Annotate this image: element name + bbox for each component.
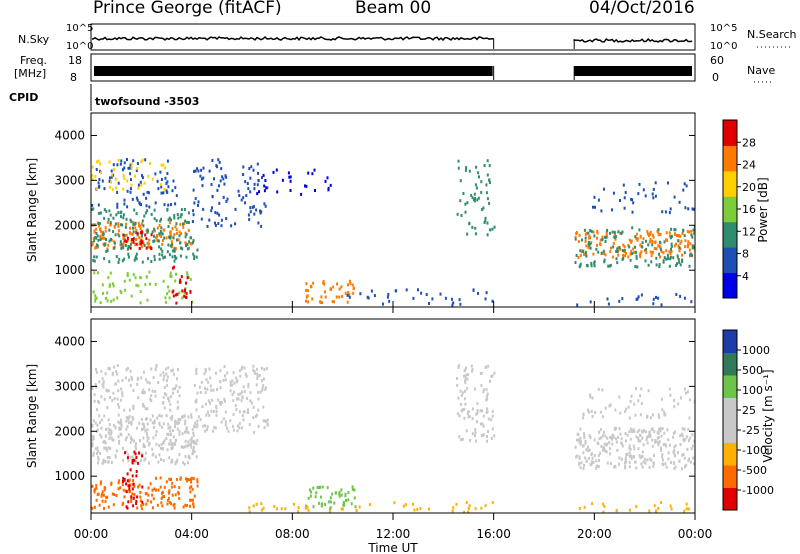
- ytick-label: 1000: [54, 263, 85, 277]
- colorbar-tick: 24: [742, 159, 756, 172]
- time-axis-label: Time UT: [367, 541, 418, 554]
- power-blob-night-upper: [592, 181, 695, 215]
- power-blob-main: [91, 220, 193, 251]
- ytick-label: 3000: [54, 379, 85, 393]
- xtick-label: 00:00: [74, 527, 109, 541]
- vel-blob-grey-night-upper: [582, 387, 695, 420]
- velocity-data: [91, 364, 695, 513]
- nsky-trace-day: [92, 35, 494, 42]
- nsearch-label: N.Search: [747, 28, 797, 41]
- power-blob-afternoon: [346, 288, 494, 307]
- power-blob-arc: [191, 158, 269, 228]
- colorbar-tick: 20: [742, 181, 756, 194]
- colorbar-tick: 4: [742, 270, 749, 283]
- freq-band-day: [94, 66, 493, 76]
- colorbar-tick: 12: [742, 225, 756, 238]
- colorbar-tick: 100: [742, 384, 763, 397]
- colorbar-tick: 8: [742, 248, 749, 261]
- colorbar-tick: 25: [742, 404, 756, 417]
- freq-panel-frame: [90, 53, 696, 82]
- freq-traces: [94, 66, 692, 80]
- xtick-label: 20:00: [577, 527, 612, 541]
- colorbar-tick: 28: [742, 136, 756, 149]
- colorbar-tick: 500: [742, 364, 763, 377]
- noise-tick-low: 10^0: [66, 41, 93, 52]
- freq-tick-high: 18: [68, 54, 82, 67]
- ytick-label: 4000: [54, 334, 85, 348]
- ytick-label: 2000: [54, 218, 85, 232]
- vel-blob-red: [121, 450, 144, 510]
- noise-tick-low-right: 10^0: [710, 41, 737, 52]
- nave-tick-high: 60: [710, 54, 724, 67]
- ytick-label: 2000: [54, 424, 85, 438]
- freq-tick-low: 8: [70, 71, 77, 84]
- power-colorbar-label: Power [dB]: [756, 177, 770, 242]
- cpid-value: twofsound -3503: [95, 95, 199, 108]
- xtick-label: 04:00: [174, 527, 209, 541]
- power-blob-main-edge: [91, 207, 199, 264]
- power-blob-upper: [91, 158, 178, 209]
- power-blob-late: [456, 159, 496, 237]
- vel-blob-orange: [91, 476, 199, 511]
- velocity-colorbar: 1000 500 100 25 -25 -100 -500 -1000: [722, 329, 774, 511]
- velocity-axis: 1000 2000 3000 4000: [54, 334, 695, 483]
- colorbar-tick: 16: [742, 203, 756, 216]
- station-title: Prince George (fitACF): [93, 0, 282, 18]
- colorbar-tick: -1000: [742, 484, 774, 497]
- noise-tick-high-right: 10^5: [710, 23, 737, 34]
- colorbar-tick: 1000: [742, 344, 770, 357]
- velocity-colorbar-label: Velocity [m s⁻¹]: [761, 369, 775, 462]
- noise-traces: [92, 35, 693, 49]
- vel-blob-green-noon: [305, 485, 357, 511]
- power-blob-low-red: [171, 265, 192, 305]
- noise-panel-frame: [90, 23, 696, 51]
- power-blob-night-low: [576, 293, 693, 307]
- power-blob-low: [92, 270, 194, 305]
- ytick-label: 4000: [54, 128, 85, 142]
- vel-blob-low-yellow: [248, 501, 494, 513]
- vel-blob-grey-arc: [191, 364, 269, 434]
- freq-label: Freq.: [20, 54, 47, 67]
- time-axis: 00:00 04:00 08:00 12:00 16:00 20:00 00:00: [74, 301, 713, 541]
- power-blob-upper-yellow: [91, 158, 167, 192]
- vel-blob-grey-main: [91, 413, 199, 466]
- power-ylabel: Slant Range [km]: [25, 158, 39, 262]
- xtick-label: 08:00: [275, 527, 310, 541]
- nsky-label: N.Sky: [18, 33, 50, 46]
- xtick-label: 16:00: [476, 527, 511, 541]
- xtick-label: 12:00: [376, 527, 411, 541]
- power-axis: 1000 2000 3000 4000: [54, 128, 695, 277]
- nsky-trace-night: [573, 38, 693, 43]
- nave-label: Nave: [747, 64, 775, 77]
- xtick-label: 00:00: [678, 527, 713, 541]
- power-blob-noon: [305, 279, 355, 304]
- colorbar-tick: -500: [742, 464, 767, 477]
- velocity-ylabel: Slant Range [km]: [25, 364, 39, 468]
- colorbar-tick: -100: [742, 444, 767, 457]
- power-blob-core: [122, 230, 153, 251]
- power-blob-mid-upper: [256, 168, 332, 196]
- beam-label: Beam 00: [355, 0, 432, 18]
- freq-band-night: [574, 66, 692, 76]
- power-blob-night-edge: [574, 225, 695, 269]
- noise-tick-high: 10^5: [66, 23, 93, 34]
- vel-blob-night-low: [578, 501, 690, 513]
- colorbar-tick: -25: [742, 424, 760, 437]
- power-colorbar: 28 24 20 16 12 8 4: [722, 119, 756, 299]
- vel-blob-grey-late: [456, 364, 496, 443]
- ytick-label: 3000: [54, 173, 85, 187]
- vel-blob-grey-upper: [91, 364, 181, 412]
- power-data: [91, 158, 695, 307]
- freq-unit-label: [MHz]: [14, 67, 46, 80]
- nave-tick-low: 0: [712, 71, 719, 84]
- date-label: 04/Oct/2016: [589, 0, 695, 18]
- cpid-label: CPID: [9, 91, 38, 104]
- ytick-label: 1000: [54, 469, 85, 483]
- vel-blob-grey-night: [574, 426, 695, 471]
